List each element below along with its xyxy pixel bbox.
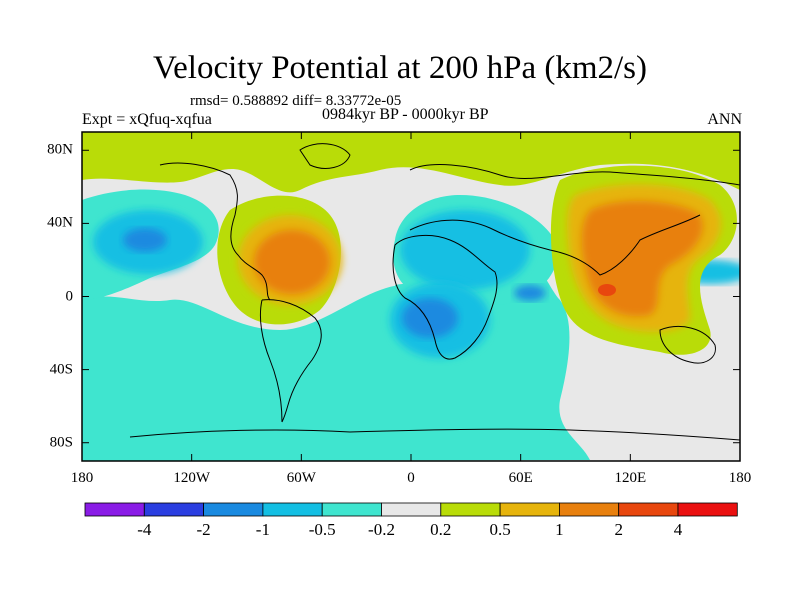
colorbar-swatch [381, 502, 442, 517]
coastline-antarctica [129, 428, 740, 441]
contour-fill-layer [82, 132, 740, 461]
lat-label: 80S [49, 434, 73, 451]
contour-atlantic-strong-positive [254, 230, 330, 294]
colorbar-label: 0.2 [430, 520, 452, 539]
colorbar-swatch [499, 502, 560, 517]
colorbar-label: -2 [196, 520, 211, 539]
colorbar-swatch [203, 502, 264, 517]
contour-arctic-positive [82, 132, 740, 193]
map-title: Velocity Potential at 200 hPa (km2/s) [152, 50, 648, 86]
contour-pacific-strong-negative [123, 228, 167, 252]
colorbar-label: 2 [614, 520, 623, 539]
rmsd-stats: rmsd= 0.588892 diff= 8.33772e-05 [190, 93, 402, 109]
coastline-south-america [261, 299, 322, 423]
lon-label: 60E [508, 470, 533, 486]
coastline-south-america-west [259, 299, 283, 423]
coastline-north-america [159, 162, 271, 301]
coastline-australia [659, 326, 716, 364]
colorbar-swatch [440, 502, 501, 517]
colorbar-swatch [559, 502, 620, 517]
contour-africa-strong-negative [402, 298, 458, 338]
contour-eurasia-moderate-negative [400, 210, 530, 290]
coastline-africa [392, 234, 498, 360]
lon-label: 60W [286, 470, 316, 486]
lon-label: 120E [614, 470, 647, 486]
colorbar-label: -1 [255, 520, 270, 539]
colorbar [84, 502, 738, 517]
season-label: ANN [707, 111, 742, 128]
contour-indonesia-peak [598, 284, 616, 296]
colorbar-swatch [677, 502, 738, 517]
colorbar-label: -4 [137, 520, 152, 539]
colorbar-swatch [143, 502, 205, 517]
axis-ticks [81, 132, 741, 461]
colorbar-label: -0.5 [308, 520, 336, 539]
lat-label: 0 [65, 288, 74, 304]
lon-label: 180 [728, 470, 752, 486]
period-label: 0984kyr BP - 0000kyr BP [322, 106, 489, 123]
coastline-eurasia-north [409, 164, 740, 186]
colorbar-label: -0.2 [368, 520, 395, 539]
lat-label: 40S [49, 361, 73, 378]
coastline-greenland [299, 143, 351, 169]
coastline-eurasia-south [409, 214, 701, 276]
colorbar-label: 4 [673, 520, 683, 539]
colorbar-label: 0.5 [489, 520, 511, 539]
lon-label: 180 [70, 470, 94, 486]
colorbar-swatch [262, 502, 323, 517]
colorbar-swatch [618, 502, 679, 517]
coastlines [129, 143, 740, 441]
colorbar-swatch [84, 502, 145, 517]
contour-indian-ocean-negative [514, 285, 546, 301]
lon-label: 120W [173, 470, 210, 486]
lon-label: 0 [407, 470, 415, 486]
lat-label: 80N [47, 141, 73, 158]
colorbar-label: 1 [555, 520, 564, 539]
colorbar-swatch [321, 502, 382, 517]
experiment-label: Expt = xQfuq-xqfua [82, 111, 212, 128]
lat-label: 40N [47, 214, 73, 231]
